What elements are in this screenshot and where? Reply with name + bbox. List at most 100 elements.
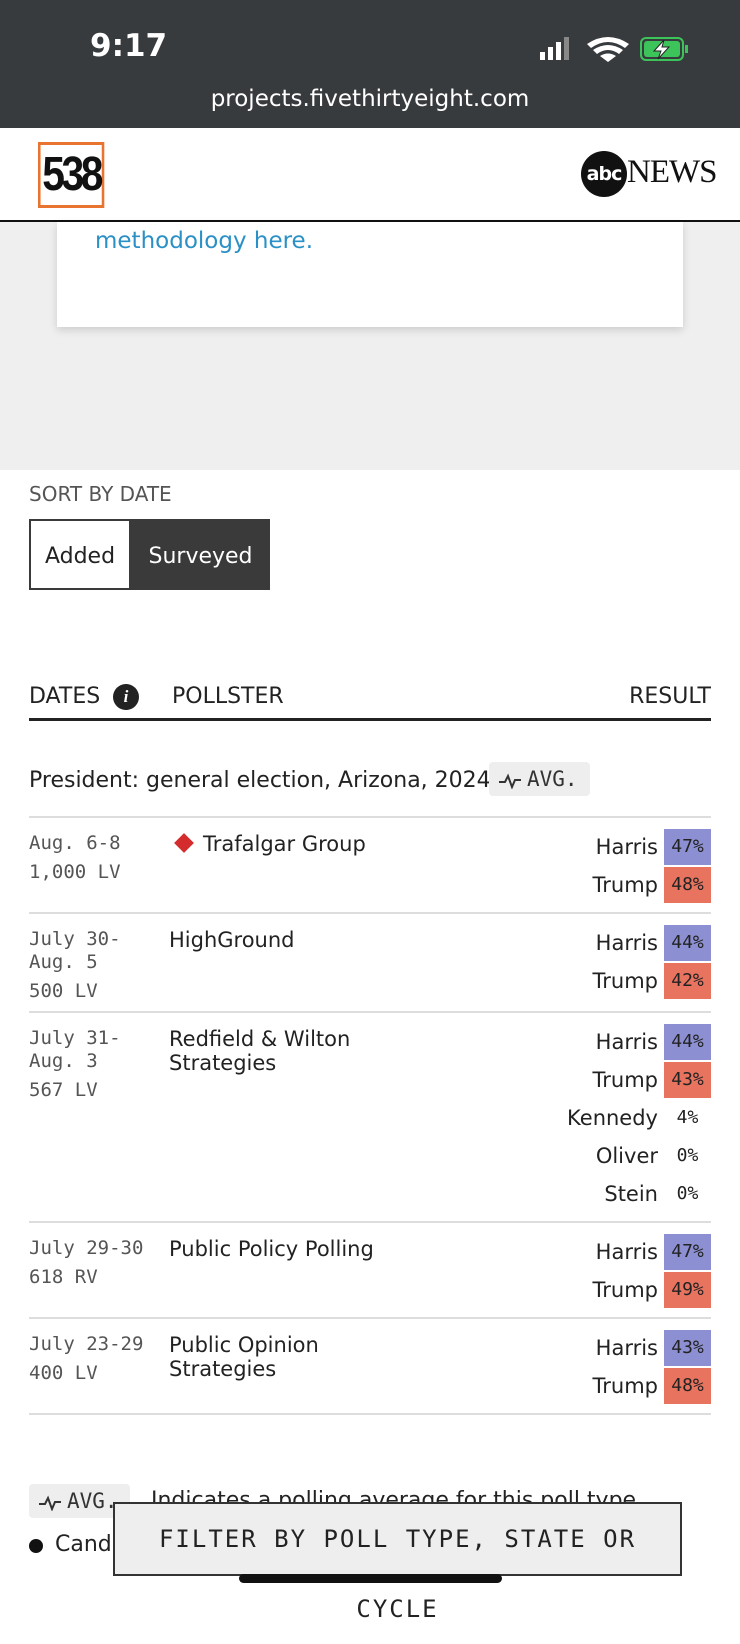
col-result: RESULT bbox=[629, 684, 711, 709]
result-value: 0% bbox=[676, 1145, 699, 1166]
poll-row[interactable]: July 29-30 618 RV Public Policy Polling Har… bbox=[29, 1223, 711, 1319]
result-row: Trump 42% bbox=[411, 962, 711, 1000]
population: RV bbox=[74, 1266, 98, 1288]
site-header: 538 abc NEWS bbox=[0, 128, 740, 222]
filter-button[interactable]: FILTER BY POLL TYPE, STATE OR CYCLE bbox=[113, 1502, 682, 1623]
poll-row[interactable]: July 31-Aug. 3 567 LV Redfield & Wilton St… bbox=[29, 1013, 711, 1223]
result-value: 47% bbox=[664, 829, 711, 865]
result-value: 44% bbox=[664, 1024, 711, 1060]
status-bar: 9:17 projects.fivethirtyeight.com bbox=[0, 0, 740, 128]
poll-row[interactable]: July 30-Aug. 5 500 LV HighGround Harris 44% T… bbox=[29, 914, 711, 1013]
pulse-icon bbox=[499, 773, 521, 790]
dates-col: July 29-30 618 RV bbox=[29, 1233, 169, 1309]
sort-option[interactable]: Added bbox=[29, 519, 131, 590]
result-value: 43% bbox=[664, 1330, 711, 1366]
pollster[interactable]: Public Opinion Strategies bbox=[169, 1333, 319, 1381]
result-value: 48% bbox=[664, 1368, 711, 1404]
result-value: 4% bbox=[676, 1107, 699, 1128]
pollster[interactable]: Redfield & Wilton Strategies bbox=[169, 1027, 351, 1075]
poll-dates: July 30-Aug. 5 bbox=[29, 928, 121, 973]
result-row: Harris 44% bbox=[411, 924, 711, 962]
dates-col: Aug. 6-8 1,000 LV bbox=[29, 828, 169, 904]
abc-logo[interactable]: abc bbox=[581, 151, 627, 197]
sample-size: 567 bbox=[29, 1079, 64, 1101]
result-row: Harris 47% bbox=[411, 1233, 711, 1271]
logo-538[interactable]: 538 bbox=[38, 142, 105, 208]
dates-col: July 23-29 400 LV bbox=[29, 1329, 169, 1405]
candidate: Trump bbox=[592, 873, 658, 897]
population: LV bbox=[74, 1362, 98, 1384]
sort-option[interactable]: Surveyed bbox=[131, 519, 270, 590]
result-value: 47% bbox=[664, 1234, 711, 1270]
sample-size: 500 bbox=[29, 980, 64, 1002]
col-pollster: POLLSTER bbox=[172, 684, 284, 709]
result-row: Trump 49% bbox=[411, 1271, 711, 1309]
methodology-link[interactable]: methodology here. bbox=[95, 228, 314, 254]
rating-diamond bbox=[174, 833, 194, 853]
result-value: 49% bbox=[664, 1272, 711, 1308]
poll-dates: July 29-30 bbox=[29, 1237, 144, 1259]
sample-size: 618 bbox=[29, 1266, 64, 1288]
candidate: Trump bbox=[592, 969, 658, 993]
result-row: Stein 0% bbox=[411, 1175, 711, 1213]
dates-col: July 30-Aug. 5 500 LV bbox=[29, 924, 169, 1003]
status-icons bbox=[540, 37, 688, 62]
pollster-col: Trafalgar Group bbox=[169, 828, 411, 904]
result-row: Kennedy 4% bbox=[411, 1099, 711, 1137]
avg-badge[interactable]: AVG. bbox=[489, 762, 590, 796]
pollster-col: Public Opinion Strategies bbox=[169, 1329, 411, 1405]
population: LV bbox=[74, 1079, 98, 1101]
group-header: President: general election, Arizona, 20… bbox=[29, 762, 711, 818]
home-indicator bbox=[239, 1574, 502, 1583]
url[interactable]: projects.fivethirtyeight.com bbox=[210, 86, 530, 112]
sample-size: 400 bbox=[29, 1362, 64, 1384]
pulse-icon bbox=[39, 1495, 61, 1512]
column-headers: DATES i POLLSTER RESULT bbox=[29, 684, 711, 721]
result-value: 42% bbox=[664, 963, 711, 999]
candidate: Trump bbox=[592, 1374, 658, 1398]
candidate: Kennedy bbox=[567, 1106, 658, 1130]
sample: 500 LV bbox=[29, 980, 169, 1003]
candidate: Harris bbox=[595, 1336, 658, 1360]
candidate: Harris bbox=[595, 1240, 658, 1264]
results-col: Harris 43% Trump 48% bbox=[411, 1329, 711, 1405]
poll-row[interactable]: July 23-29 400 LV Public Opinion Strategie… bbox=[29, 1319, 711, 1415]
pollster-col: Public Policy Polling bbox=[169, 1233, 411, 1309]
legend-badge: AVG. bbox=[29, 1484, 130, 1518]
candidate: Harris bbox=[595, 931, 658, 955]
pollster[interactable]: Trafalgar Group bbox=[203, 832, 366, 856]
result-value: 44% bbox=[664, 925, 711, 961]
sample: 567 LV bbox=[29, 1079, 169, 1102]
result-row: Trump 48% bbox=[411, 1367, 711, 1405]
result-row: Trump 43% bbox=[411, 1061, 711, 1099]
results-col: Harris 44% Trump 43% Kennedy 4% Oliver 0% Stein 0… bbox=[411, 1023, 711, 1213]
badge-text: AVG. bbox=[67, 1489, 118, 1513]
population: LV bbox=[97, 861, 121, 883]
result-value: 48% bbox=[664, 867, 711, 903]
result-value: 0% bbox=[676, 1183, 699, 1204]
candidate: Trump bbox=[592, 1278, 658, 1302]
poll-row[interactable]: Aug. 6-8 1,000 LV Trafalgar Group Harris 47%… bbox=[29, 818, 711, 914]
result-row: Harris 44% bbox=[411, 1023, 711, 1061]
result-row: Harris 47% bbox=[411, 828, 711, 866]
badge-text: AVG. bbox=[527, 767, 578, 791]
poll-dates: July 31-Aug. 3 bbox=[29, 1027, 121, 1072]
sample-size: 1,000 bbox=[29, 861, 87, 883]
sort-label: SORT BY DATE bbox=[29, 482, 172, 506]
candidate: Harris bbox=[595, 1030, 658, 1054]
legend-item: Cand bbox=[55, 1532, 112, 1557]
result-row: Trump 48% bbox=[411, 866, 711, 904]
candidate: Harris bbox=[595, 835, 658, 859]
pollster[interactable]: Public Policy Polling bbox=[169, 1237, 374, 1261]
dates-col: July 31-Aug. 3 567 LV bbox=[29, 1023, 169, 1213]
bullet bbox=[29, 1539, 43, 1553]
pollster[interactable]: HighGround bbox=[169, 928, 295, 952]
result-value: 43% bbox=[664, 1062, 711, 1098]
info-icon[interactable]: i bbox=[113, 684, 139, 710]
news-logo[interactable]: NEWS bbox=[627, 154, 717, 190]
population: LV bbox=[74, 980, 98, 1002]
group-title: President: general election, Arizona, 20… bbox=[29, 768, 491, 793]
pollster-col: Redfield & Wilton Strategies bbox=[169, 1023, 411, 1213]
poll-dates: July 23-29 bbox=[29, 1333, 144, 1355]
